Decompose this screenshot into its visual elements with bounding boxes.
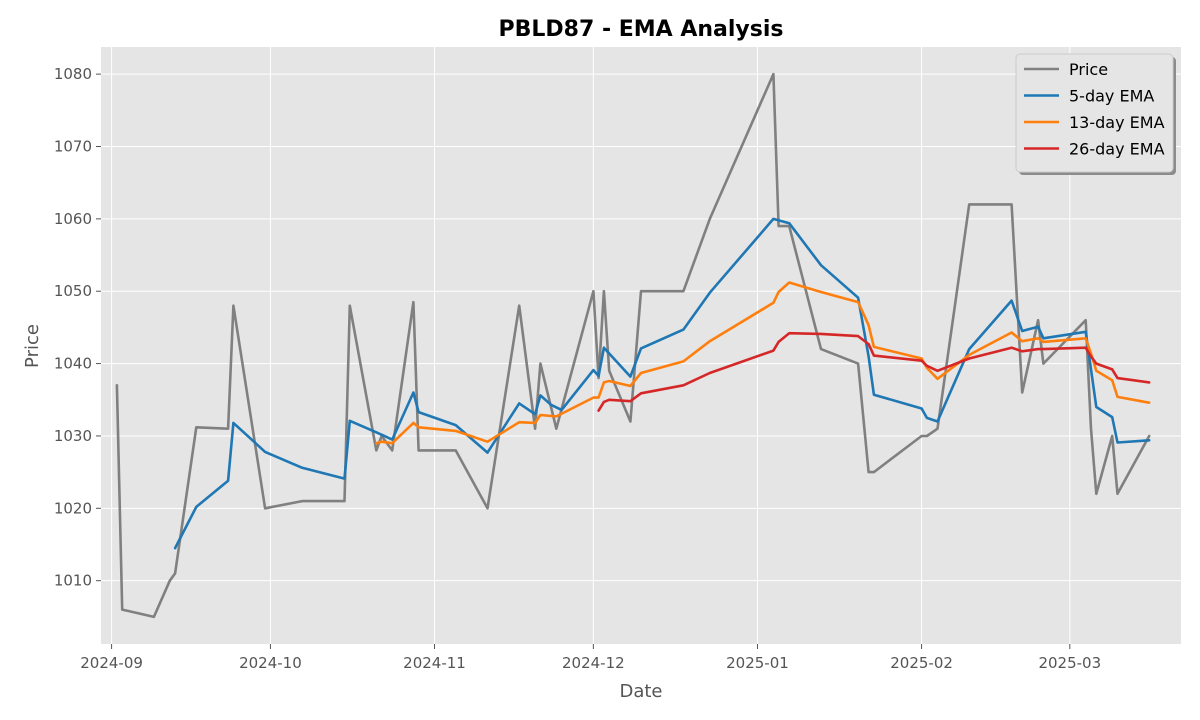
x-tick-label: 2025-03 [1038,654,1101,672]
legend-label-26-day-ema: 26-day EMA [1069,140,1165,159]
legend-label-price: Price [1069,60,1108,79]
series-line-5-day-ema [173,217,1151,550]
x-tick-label: 2025-02 [890,654,953,672]
y-axis-ticks: 1010 1020 1030 1040 1050 1060 1070 1080 [54,65,101,590]
y-tick-label: 1070 [54,138,92,156]
series-line-price [115,72,1151,619]
y-tick-label: 1030 [54,427,92,445]
x-tick-label: 2024-10 [239,654,302,672]
y-tick-label: 1060 [54,210,92,228]
x-axis-label: Date [619,681,662,702]
y-tick-label: 1020 [54,499,92,517]
series-line-26-day-ema [597,331,1151,412]
series-layer [115,72,1151,619]
x-tick-label: 2024-09 [80,654,143,672]
x-tick-label: 2024-11 [403,654,466,672]
x-tick-label: 2025-01 [726,654,789,672]
y-tick-label: 1040 [54,355,92,373]
legend-box [1015,53,1174,173]
series-line-13-day-ema [375,281,1151,445]
chart-title: PBLD87 - EMA Analysis [499,17,784,42]
y-tick-label: 1010 [54,572,92,590]
legend-label-5-day-ema: 5-day EMA [1069,87,1154,106]
legend-label-13-day-ema: 13-day EMA [1069,113,1165,132]
x-tick-label: 2024-12 [562,654,625,672]
x-axis-ticks: 2024-09 2024-10 2024-11 2024-12 2025-01 2025-… [80,644,1101,672]
legend: Price 5-day EMA 13-day EMA 26-day EMA [1015,53,1176,175]
y-tick-label: 1050 [54,282,92,300]
y-axis-label: Price [22,324,43,368]
y-tick-label: 1080 [54,65,92,83]
